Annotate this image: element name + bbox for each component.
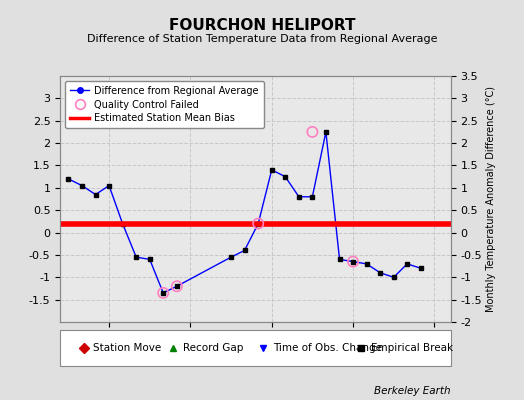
- Text: Berkeley Earth: Berkeley Earth: [374, 386, 451, 396]
- Y-axis label: Monthly Temperature Anomaly Difference (°C): Monthly Temperature Anomaly Difference (…: [486, 86, 496, 312]
- Text: FOURCHON HELIPORT: FOURCHON HELIPORT: [169, 18, 355, 33]
- Point: [349, 258, 357, 265]
- Text: Empirical Break: Empirical Break: [370, 343, 453, 353]
- FancyBboxPatch shape: [60, 330, 451, 366]
- Point: [308, 129, 316, 135]
- Text: Difference of Station Temperature Data from Regional Average: Difference of Station Temperature Data f…: [87, 34, 437, 44]
- Point: [159, 290, 167, 296]
- Text: Time of Obs. Change: Time of Obs. Change: [273, 343, 382, 353]
- Text: Station Move: Station Move: [93, 343, 162, 353]
- Text: Record Gap: Record Gap: [183, 343, 244, 353]
- Point: [254, 220, 263, 227]
- Legend: Difference from Regional Average, Quality Control Failed, Estimated Station Mean: Difference from Regional Average, Qualit…: [65, 81, 264, 128]
- Point: [173, 283, 181, 290]
